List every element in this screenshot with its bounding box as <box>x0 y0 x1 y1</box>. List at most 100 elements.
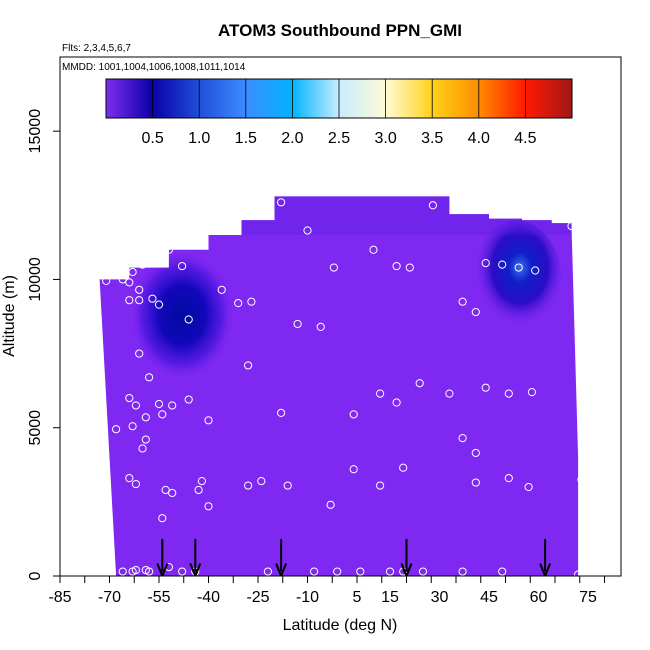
sample-point <box>131 479 140 489</box>
y-tick-label: 15000 <box>27 109 44 154</box>
sample-point <box>138 444 147 453</box>
sample-point <box>310 567 319 576</box>
x-tick-label: 75 <box>579 589 597 606</box>
sample-point <box>524 482 533 492</box>
sample-point <box>178 567 187 576</box>
sample-point <box>217 285 226 294</box>
flights-subtitle: Flts: 2,3,4,5,6,7 <box>62 43 131 54</box>
sample-point <box>399 463 408 472</box>
plot-frame <box>59 56 622 577</box>
sample-point <box>349 410 358 419</box>
sample-point <box>514 263 523 272</box>
x-tick-label: -85 <box>48 589 71 606</box>
flight-marker-head <box>400 563 413 576</box>
sample-point <box>125 296 134 305</box>
sample-point <box>112 425 121 434</box>
sample-points <box>85 198 586 576</box>
sample-point <box>471 307 480 317</box>
sample-point <box>333 567 342 576</box>
sample-point <box>135 296 144 305</box>
sample-point <box>293 319 302 329</box>
sample-point <box>277 408 286 417</box>
sample-point <box>204 502 213 511</box>
colorbar-tick-label: 2.5 <box>328 130 350 147</box>
colorbar-tick-label: 3.5 <box>421 130 443 147</box>
sample-point <box>504 474 513 483</box>
sample-point <box>125 393 134 403</box>
x-axis-label: Latitude (deg N) <box>283 617 398 634</box>
sample-point <box>161 485 170 495</box>
sample-point <box>458 567 467 576</box>
sample-point <box>158 514 167 523</box>
sample-point <box>326 500 335 509</box>
sample-point <box>481 259 490 268</box>
flight-marker-arrow <box>539 538 552 576</box>
sample-point <box>527 388 537 397</box>
colorbar: 0.5 1.0 1.5 2.0 2.5 3.0 3.5 4.0 4.5 <box>105 78 573 147</box>
sample-point <box>141 435 150 444</box>
sample-point <box>376 481 385 490</box>
sample-point <box>316 322 325 331</box>
sample-point <box>257 476 266 486</box>
flight-marker-arrow <box>400 538 413 576</box>
sample-point <box>349 465 358 474</box>
sample-point <box>158 410 167 419</box>
sample-point <box>283 481 292 490</box>
chart-title: ATOM3 Southbound PPN_GMI <box>218 21 462 40</box>
colorbar-tick-label: 1.5 <box>235 130 257 147</box>
sample-point <box>392 398 401 407</box>
sample-point <box>531 266 540 275</box>
sample-point <box>118 275 127 284</box>
sample-point <box>504 389 513 398</box>
sample-point <box>184 315 193 324</box>
x-tick-label: 30 <box>431 589 449 606</box>
sample-point <box>418 567 428 576</box>
sample-point <box>498 567 507 576</box>
sample-point <box>263 567 272 576</box>
flight-marker-head <box>189 563 202 576</box>
x-tick-label: -55 <box>147 589 170 606</box>
sample-point <box>197 476 206 486</box>
sample-point <box>194 485 203 495</box>
y-tick-label: 5000 <box>27 410 44 446</box>
flight-marker-arrow <box>275 538 288 576</box>
sample-point <box>458 433 467 443</box>
sample-point <box>102 276 111 286</box>
sample-point <box>244 481 253 490</box>
sample-point <box>385 567 395 576</box>
flight-markers <box>156 538 552 576</box>
x-tick-label: 45 <box>480 589 498 606</box>
sample-point <box>471 478 480 487</box>
sample-point <box>168 401 177 410</box>
sample-point <box>376 389 385 398</box>
sample-point <box>405 263 414 272</box>
sample-point <box>85 276 94 286</box>
flight-marker-arrow <box>156 538 169 576</box>
sample-point <box>125 278 134 287</box>
sample-point <box>131 565 140 575</box>
sample-point <box>118 567 127 576</box>
sample-point <box>151 248 160 257</box>
low-value-region-1 <box>129 249 235 381</box>
sample-point <box>303 226 312 235</box>
y-tick-label: 0 <box>27 571 44 580</box>
sample-point <box>164 245 173 254</box>
sample-point <box>471 448 480 458</box>
sample-point <box>148 294 157 303</box>
colorbar-tick-label: 0.5 <box>141 130 163 147</box>
flight-marker-head <box>156 563 169 576</box>
colorbar-tick-label: 4.0 <box>468 130 490 147</box>
dates-subtitle: MMDD: 1001,1004,1006,1008,1011,1014 <box>62 62 246 73</box>
x-tick-label: 60 <box>530 589 548 606</box>
sample-point <box>131 401 140 410</box>
sample-point <box>481 383 490 392</box>
colorbar-tick-label: 4.5 <box>514 130 536 147</box>
sample-point <box>154 300 164 309</box>
sample-point <box>135 349 144 358</box>
sample-point <box>184 395 193 404</box>
sample-point <box>415 379 424 388</box>
sample-point <box>234 299 243 308</box>
y-axis: 0 5000 10000 15000 <box>27 109 60 580</box>
y-tick-label: 10000 <box>27 257 44 302</box>
